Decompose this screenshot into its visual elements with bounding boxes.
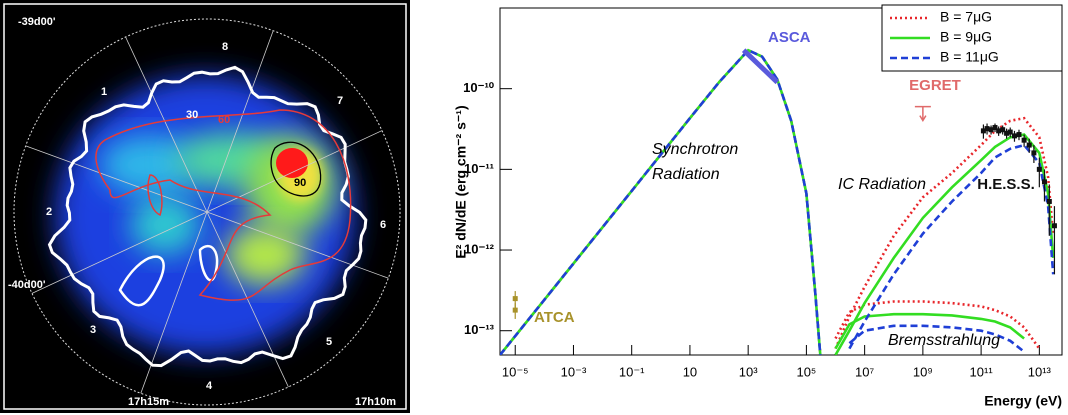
dec-label: -39d00' bbox=[18, 16, 56, 28]
x-axis-label: Energy (eV) bbox=[984, 393, 1062, 409]
contour-label: 60 bbox=[218, 114, 230, 126]
sector-label: 4 bbox=[206, 380, 213, 392]
data-point bbox=[513, 308, 518, 313]
x-tick-label: 10⁻³ bbox=[561, 364, 587, 379]
data-point bbox=[1047, 199, 1052, 204]
data-point bbox=[1052, 223, 1057, 228]
x-tick-label: 10⁵ bbox=[796, 364, 816, 379]
dec-label: -40d00' bbox=[8, 279, 46, 291]
data-label: EGRET bbox=[909, 77, 961, 94]
sector-label: 6 bbox=[380, 219, 386, 231]
sky-map: -39d00' -40d00' 17h15m 17h10m 8 7 6 5 4 … bbox=[0, 0, 410, 413]
x-tick-label: 10³ bbox=[739, 364, 758, 379]
x-tick-label: 10⁻¹ bbox=[619, 364, 645, 379]
y-tick-label: 10⁻¹¹ bbox=[464, 161, 494, 176]
data-point bbox=[1027, 143, 1032, 148]
data-point bbox=[1042, 179, 1047, 184]
sector-label: 2 bbox=[46, 206, 52, 218]
data-point bbox=[513, 296, 518, 301]
model-line bbox=[500, 50, 1053, 355]
data-label: H.E.S.S. bbox=[977, 176, 1035, 193]
figure: -39d00' -40d00' 17h15m 17h10m 8 7 6 5 4 … bbox=[0, 0, 1068, 415]
contour-label: 30 bbox=[186, 109, 198, 121]
annotation: IC Radiation bbox=[838, 176, 926, 193]
data-point bbox=[1037, 167, 1042, 172]
legend-label: B = 9μG bbox=[940, 29, 992, 45]
data-label: ATCA bbox=[534, 309, 575, 326]
x-tick-label: 10⁷ bbox=[855, 364, 874, 379]
model-line bbox=[500, 50, 1053, 355]
ra-label: 17h15m bbox=[128, 396, 169, 408]
data-point bbox=[1022, 138, 1027, 143]
sector-label: 7 bbox=[337, 95, 343, 107]
annotation: Bremsstrahlung bbox=[888, 332, 1000, 349]
page: -39d00' -40d00' 17h15m 17h10m 8 7 6 5 4 … bbox=[0, 0, 1068, 415]
sector-label: 3 bbox=[90, 324, 96, 336]
y-axis-label: E² dN/dE (erg cm⁻² s⁻¹) bbox=[453, 105, 469, 258]
data-point bbox=[1012, 133, 1017, 138]
x-tick-label: 10¹³ bbox=[1028, 364, 1052, 379]
sector-label: 1 bbox=[101, 86, 107, 98]
legend-label: B = 7μG bbox=[940, 9, 992, 25]
x-tick-label: 10 bbox=[683, 364, 697, 379]
model-line bbox=[500, 50, 1053, 355]
annotation: Synchrotron bbox=[652, 141, 738, 158]
y-tick-label: 10⁻¹⁰ bbox=[463, 80, 495, 95]
plot-area bbox=[500, 50, 1057, 355]
legend: B = 7μG B = 9μG B = 11μG bbox=[882, 5, 1062, 71]
contour-label: 90 bbox=[294, 177, 306, 189]
upper-limit bbox=[915, 107, 931, 121]
legend-label: B = 11μG bbox=[940, 49, 999, 65]
data-point bbox=[1031, 150, 1036, 155]
data-point bbox=[1008, 130, 1013, 135]
data-point bbox=[1016, 132, 1021, 137]
sector-label: 5 bbox=[326, 336, 332, 348]
x-tick-label: 10¹¹ bbox=[970, 364, 994, 379]
sector-label: 8 bbox=[222, 41, 228, 53]
x-tick-label: 10⁹ bbox=[913, 364, 933, 379]
x-tick-label: 10⁻⁵ bbox=[502, 364, 529, 379]
y-tick-label: 10⁻¹³ bbox=[464, 322, 495, 337]
y-tick-label: 10⁻¹² bbox=[464, 241, 495, 256]
annotation: Radiation bbox=[652, 166, 720, 183]
data-label: ASCA bbox=[768, 29, 811, 46]
ra-label: 17h10m bbox=[355, 396, 396, 408]
